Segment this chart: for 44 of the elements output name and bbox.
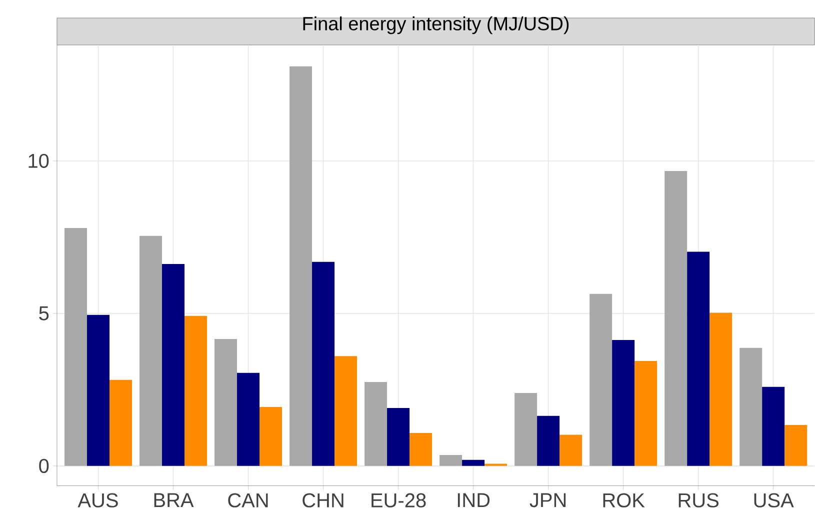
x-tick-label: JPN: [530, 493, 566, 508]
bar: [784, 425, 808, 466]
x-tick-label: AUS: [78, 493, 118, 508]
bar: [462, 460, 485, 466]
bar: [140, 236, 162, 466]
bar: [387, 408, 410, 466]
x-tick-label: IND: [458, 493, 490, 508]
chart-title: Final energy intensity (MJ/USD): [303, 16, 569, 34]
bar: [634, 361, 658, 466]
bar: [334, 356, 358, 466]
x-tick-label: CAN: [228, 493, 268, 508]
bar: [664, 171, 688, 466]
bar: [560, 434, 582, 466]
y-tick-label: 0: [39, 458, 49, 474]
bar: [214, 339, 238, 466]
bar: [64, 228, 87, 466]
y-tick-label: 10: [28, 154, 49, 168]
bar: [364, 382, 388, 466]
bar: [260, 407, 282, 466]
bar: [590, 294, 612, 466]
bar: [440, 455, 462, 466]
bar: [740, 348, 762, 466]
bar: [109, 380, 132, 466]
bar: [410, 433, 432, 466]
bar: [687, 252, 710, 466]
bar: [612, 340, 635, 466]
bar: [290, 66, 312, 466]
bar: [537, 416, 560, 466]
x-tick-label: ROK: [603, 493, 645, 508]
x-tick-label: EU-28: [372, 493, 426, 508]
bar: [184, 316, 207, 466]
bar: [86, 315, 110, 466]
x-tick-label: CHN: [302, 493, 344, 508]
bar: [762, 387, 785, 466]
bar: [710, 312, 732, 466]
bar: [162, 264, 184, 466]
x-tick-label: BRA: [154, 493, 194, 508]
bar: [237, 373, 260, 466]
bar: [484, 464, 508, 466]
bar: [312, 262, 335, 466]
bar: [514, 393, 538, 466]
x-tick-label: RUS: [678, 493, 719, 508]
y-tick-label: 5: [39, 306, 49, 320]
x-tick-label: USA: [754, 493, 794, 508]
